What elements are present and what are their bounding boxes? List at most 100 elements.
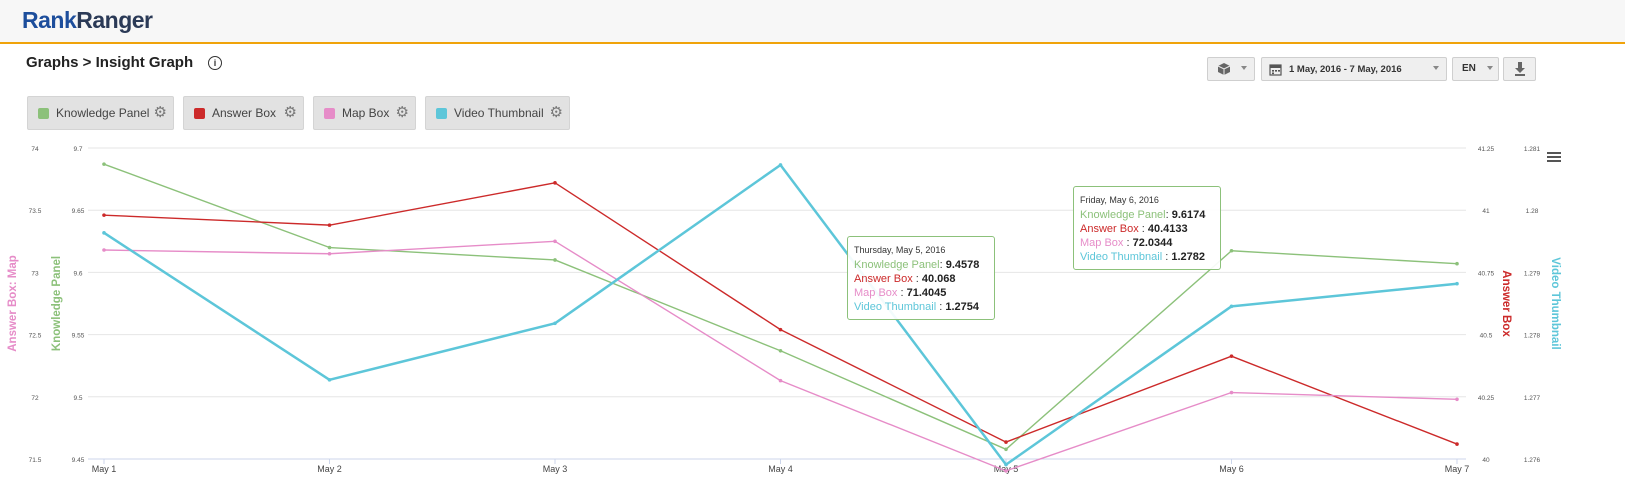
legend-label: Knowledge Panel <box>56 106 150 120</box>
gear-icon[interactable]: ⚙ <box>153 104 167 121</box>
axis-title-left-inner: Knowledge Panel <box>51 256 63 351</box>
tooltip-row-map-box: Map Box : 71.4045 <box>854 286 988 300</box>
data-point-knowledge-panel <box>1229 248 1234 253</box>
data-point-answer-box <box>778 327 783 332</box>
legend-pill-answer-box[interactable]: Answer Box ⚙ <box>183 96 304 130</box>
tooltip-value: 40.4133 <box>1147 223 1188 235</box>
cube-icon <box>1217 63 1231 75</box>
tooltip-value: 9.6174 <box>1171 209 1206 221</box>
legend-label: Video Thumbnail <box>454 106 544 120</box>
x-tick-label: May 1 <box>92 464 117 474</box>
tooltip-label: Answer Box <box>1080 223 1139 235</box>
y-tick-label-left-inner: 9.7 <box>73 146 82 153</box>
axis-title-right-outer: Video Thumbnail <box>1549 257 1561 349</box>
download-button[interactable] <box>1503 57 1536 81</box>
y-tick-label-left-inner: 9.55 <box>72 333 85 340</box>
y-tick-label-right-outer: 1.278 <box>1524 333 1541 340</box>
y-tick-label-right-outer: 1.277 <box>1524 395 1541 402</box>
tooltip-value: 72.0344 <box>1132 237 1173 249</box>
legend-label: Answer Box <box>212 106 277 120</box>
data-point-knowledge-panel <box>553 258 557 262</box>
tooltip-row-video-thumbnail: Video Thumbnail : 1.2782 <box>1080 250 1214 264</box>
data-point-answer-box <box>1455 442 1459 446</box>
y-tick-label-left-outer: 71.5 <box>29 457 42 464</box>
y-tick-label-left-inner: 9.6 <box>73 270 82 277</box>
x-tick-label: May 2 <box>317 464 342 474</box>
tooltip-row-answer-box: Answer Box : 40.4133 <box>1080 222 1214 236</box>
top-bar: RankRanger <box>0 0 1625 44</box>
axis-title-right-inner: Answer Box <box>1500 270 1512 337</box>
tooltip-value: 71.4045 <box>906 287 947 299</box>
data-point-knowledge-panel <box>1455 261 1459 266</box>
data-point-map-box <box>327 251 332 256</box>
legend-pill-map-box[interactable]: Map Box ⚙ <box>313 96 416 130</box>
info-icon[interactable]: i <box>208 56 222 70</box>
tooltip-may-6: Friday, May 6, 2016 Knowledge Panel: 9.6… <box>1073 186 1221 270</box>
view-options-button[interactable] <box>1207 57 1255 81</box>
series-color-swatch <box>324 108 335 119</box>
tooltip-value: 40.068 <box>921 273 956 285</box>
axis-title-left-outer: Answer Box: Map <box>7 255 19 352</box>
y-tick-label-right-inner: 41.25 <box>1478 146 1495 153</box>
hamburger-menu-icon[interactable] <box>1547 152 1561 164</box>
y-tick-label-right-outer: 1.28 <box>1526 208 1539 215</box>
y-tick-label-left-outer: 73 <box>31 270 39 277</box>
y-tick-label-right-outer: 1.276 <box>1524 457 1541 464</box>
tooltip-row-answer-box: Answer Box : 40.068 <box>854 272 988 286</box>
legend-pill-video-thumbnail[interactable]: Video Thumbnail ⚙ <box>425 96 570 130</box>
y-tick-label-left-inner: 9.65 <box>72 208 85 215</box>
gear-icon[interactable]: ⚙ <box>549 104 563 121</box>
download-icon <box>1515 62 1525 76</box>
tooltip-value: 9.4578 <box>945 259 980 271</box>
gear-icon[interactable]: ⚙ <box>283 104 297 121</box>
language-select[interactable]: EN <box>1452 57 1499 81</box>
series-line-answer-box <box>103 182 1458 445</box>
data-point-map-box <box>1229 390 1234 395</box>
chevron-down-icon <box>1241 66 1247 70</box>
tooltip-label: Map Box <box>854 287 898 299</box>
tooltip-label: Map Box <box>1080 237 1124 249</box>
data-point-answer-box <box>1004 440 1008 444</box>
y-tick-label-right-inner: 41 <box>1482 208 1490 215</box>
data-point-knowledge-panel <box>102 162 106 166</box>
tooltip-value: 1.2782 <box>1171 251 1205 263</box>
data-point-knowledge-panel <box>778 348 783 353</box>
tooltip-separator: : <box>1138 223 1148 235</box>
rankranger-logo[interactable]: RankRanger <box>22 7 153 34</box>
series-color-swatch <box>38 108 49 119</box>
tooltip-separator: : <box>1123 237 1133 249</box>
y-tick-label-right-inner: 40 <box>1482 457 1490 464</box>
y-tick-label-right-outer: 1.281 <box>1524 146 1541 153</box>
chevron-down-icon <box>1433 66 1439 70</box>
y-tick-label-left-inner: 9.5 <box>73 395 82 402</box>
legend-pill-knowledge-panel[interactable]: Knowledge Panel ⚙ <box>27 96 174 130</box>
gear-icon[interactable]: ⚙ <box>395 104 409 121</box>
tooltip-row-knowledge-panel: Knowledge Panel: 9.4578 <box>854 258 988 272</box>
tooltip-date: Thursday, May 5, 2016 <box>854 245 946 255</box>
date-range-text: 1 May, 2016 - 7 May, 2016 <box>1289 64 1402 75</box>
y-tick-label-right-outer: 1.279 <box>1524 270 1541 277</box>
tooltip-separator: : <box>1165 209 1172 221</box>
x-tick-label: May 6 <box>1219 464 1244 474</box>
tooltip-row-video-thumbnail: Video Thumbnail : 1.2754 <box>854 300 988 314</box>
language-value: EN <box>1462 63 1476 74</box>
data-point-video-thumbnail <box>553 321 557 326</box>
tooltip-separator: : <box>912 273 922 285</box>
data-point-map-box <box>553 239 557 244</box>
series-line-map-box <box>103 240 1458 472</box>
y-tick-label-left-outer: 72.5 <box>29 333 42 340</box>
data-point-video-thumbnail <box>327 378 332 382</box>
data-point-answer-box <box>1229 354 1234 358</box>
logo-text-rank: Rank <box>22 7 77 33</box>
y-tick-label-left-inner: 9.45 <box>72 457 85 464</box>
tooltip-label: Answer Box <box>854 273 913 285</box>
tooltip-label: Video Thumbnail <box>854 301 937 313</box>
data-point-answer-box <box>102 213 106 217</box>
tooltip-separator: : <box>1162 251 1172 263</box>
y-tick-label-left-outer: 72 <box>31 395 39 402</box>
tooltip-value: 1.2754 <box>945 301 979 313</box>
date-range-picker[interactable]: 1 May, 2016 - 7 May, 2016 <box>1261 57 1447 81</box>
tooltip-separator: : <box>936 301 946 313</box>
legend-label: Map Box <box>342 106 390 120</box>
